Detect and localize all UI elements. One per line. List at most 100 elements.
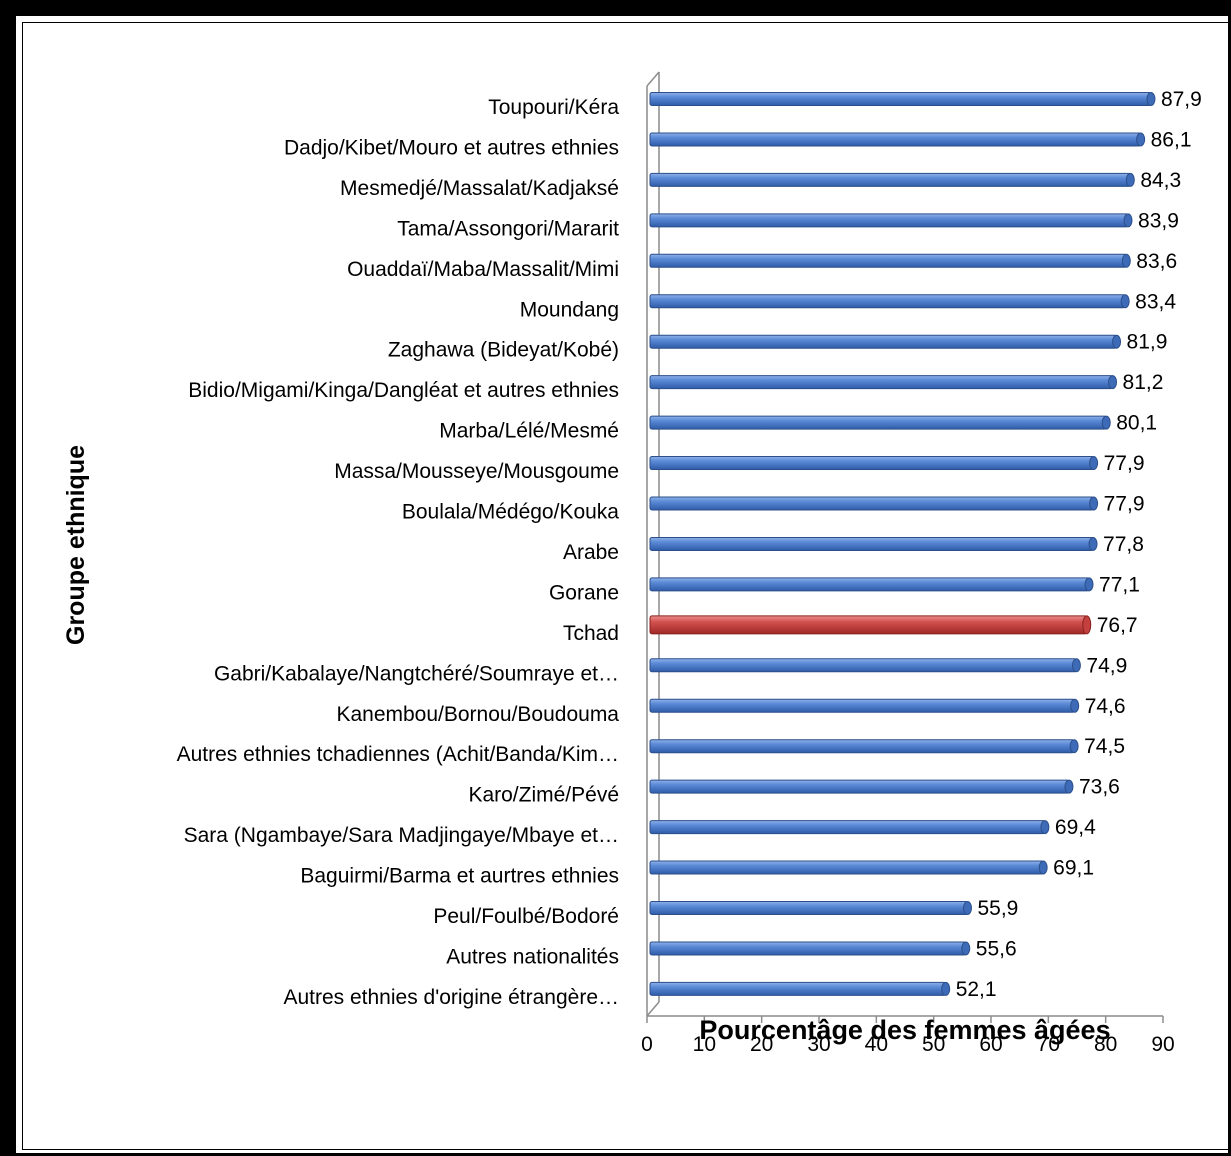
- category-label: Dadjo/Kibet/Mouro et autres ethnies: [284, 136, 619, 159]
- bar-end-cap: [1070, 698, 1080, 713]
- bar-group: [649, 941, 971, 956]
- bar-end-cap: [1071, 658, 1081, 673]
- bar-group: [649, 334, 1122, 349]
- bar-value-label: 83,9: [1138, 209, 1179, 232]
- category-label: Autres ethnies d'origine étrangère…: [283, 986, 619, 1009]
- category-label: Massa/Mousseye/Mousgoume: [334, 460, 619, 483]
- bar-end-cap: [1040, 820, 1050, 835]
- bar: [649, 615, 1088, 635]
- bar-end-cap: [1089, 456, 1099, 471]
- bar: [649, 658, 1077, 673]
- bar-end-cap: [1101, 415, 1111, 430]
- bar-group: [649, 779, 1074, 794]
- bar-end-cap: [1108, 375, 1118, 390]
- bar-end-cap: [1146, 92, 1156, 106]
- bar-group: [649, 253, 1131, 268]
- bar: [649, 213, 1129, 228]
- x-axis-title: Pourcentâge des femmes âgées: [699, 1015, 1110, 1045]
- x-tick-label: 60: [979, 1033, 1002, 1056]
- x-tick-label: 30: [807, 1033, 830, 1056]
- bar-group: [649, 213, 1133, 228]
- bar-end-cap: [1120, 294, 1130, 309]
- bar-end-cap: [1121, 253, 1131, 268]
- bar-value-label: 77,9: [1104, 493, 1145, 516]
- y-axis-title: Groupe ethnique: [62, 445, 90, 645]
- x-tick-label: 70: [1037, 1033, 1060, 1056]
- category-label: Ouaddaï/Maba/Massalit/Mimi: [347, 258, 619, 281]
- category-label: Zaghawa (Bideyat/Kobé): [388, 339, 619, 362]
- bar: [649, 577, 1090, 592]
- bar-value-label: 55,6: [976, 937, 1017, 960]
- bar-group: [649, 860, 1048, 875]
- bar: [649, 860, 1044, 875]
- bar-value-label: 84,3: [1140, 169, 1181, 192]
- bar-end-cap: [962, 901, 972, 915]
- bar-value-label: 73,6: [1079, 776, 1120, 799]
- bar-value-label: 74,9: [1086, 654, 1127, 677]
- bar: [649, 132, 1142, 147]
- bar-group: [649, 739, 1079, 754]
- bar-value-label: 80,1: [1116, 412, 1157, 435]
- bar-value-label: 86,1: [1151, 128, 1192, 151]
- bar-end-cap: [941, 981, 951, 996]
- bar: [649, 415, 1107, 430]
- x-tick-label: 0: [641, 1033, 653, 1056]
- bar: [649, 901, 968, 915]
- bar: [649, 334, 1118, 349]
- bar-group: [649, 820, 1050, 835]
- bar: [649, 536, 1094, 551]
- bar-end-cap: [1123, 213, 1133, 228]
- bar: [649, 981, 947, 996]
- category-label: Mesmedjé/Massalat/Kadjaksé: [340, 177, 619, 200]
- x-tick-label: 40: [865, 1033, 888, 1056]
- labels: 87,9 Toupouri/Kéra 86,1 Dadjo/Kibet/Mouro e…: [177, 88, 1202, 1009]
- bar-value-label: 55,9: [977, 897, 1018, 920]
- bar-group: [649, 132, 1146, 147]
- category-label: Tama/Assongori/Mararit: [397, 217, 619, 240]
- bar-value-label: 81,9: [1127, 331, 1168, 354]
- bar-group: [649, 172, 1135, 187]
- bar: [649, 739, 1075, 754]
- bar: [649, 172, 1131, 187]
- bar-value-label: 69,1: [1053, 857, 1094, 880]
- category-label: Toupouri/Kéra: [488, 96, 619, 119]
- category-label: Peul/Foulbé/Bodoré: [433, 905, 619, 928]
- category-label: Moundang: [520, 298, 619, 321]
- bar-value-label: 83,6: [1136, 250, 1177, 273]
- y-axis-depth-bottom: [646, 1001, 660, 1017]
- x-tick-label: 50: [922, 1033, 945, 1056]
- bar: [649, 496, 1095, 511]
- bar-end-cap: [1089, 496, 1099, 511]
- x-tick-label: 90: [1151, 1033, 1174, 1056]
- bar-value-label: 52,1: [956, 978, 997, 1001]
- bar-group: [649, 456, 1099, 471]
- bar-value-label: 77,8: [1103, 533, 1144, 556]
- bar: [649, 820, 1046, 835]
- bar-value-label: 77,9: [1104, 452, 1145, 475]
- bar-group: [649, 496, 1099, 511]
- bar-group: [649, 294, 1130, 309]
- bar: [649, 941, 967, 956]
- category-label: Kanembou/Bornou/Boudouma: [336, 703, 619, 726]
- bar: [649, 92, 1152, 106]
- category-label: Tchad: [563, 622, 619, 645]
- category-label: Gabri/Kabalaye/Nangtchéré/Soumraye et…: [214, 662, 619, 685]
- bar-end-cap: [1112, 334, 1122, 349]
- chart-inner-border: [22, 22, 1229, 1150]
- bar-group: [649, 536, 1098, 551]
- y-axis-depth-top: [646, 71, 660, 87]
- bar-end-cap: [1064, 779, 1074, 794]
- bar: [649, 698, 1076, 713]
- bar-value-label: 81,2: [1123, 371, 1164, 394]
- bar-end-cap: [961, 941, 971, 956]
- bar-value-label: 74,6: [1085, 695, 1126, 718]
- bar-end-cap: [1069, 739, 1079, 754]
- x-tick-label: 10: [693, 1033, 716, 1056]
- bar-value-label: 76,7: [1097, 614, 1138, 637]
- category-label: Marba/Lélé/Mesmé: [439, 420, 619, 443]
- category-label: Sara (Ngambaye/Sara Madjingaye/Mbaye et…: [184, 824, 619, 847]
- bar-value-label: 74,5: [1084, 735, 1125, 758]
- bar-group: [649, 615, 1092, 635]
- category-label: Gorane: [549, 581, 619, 604]
